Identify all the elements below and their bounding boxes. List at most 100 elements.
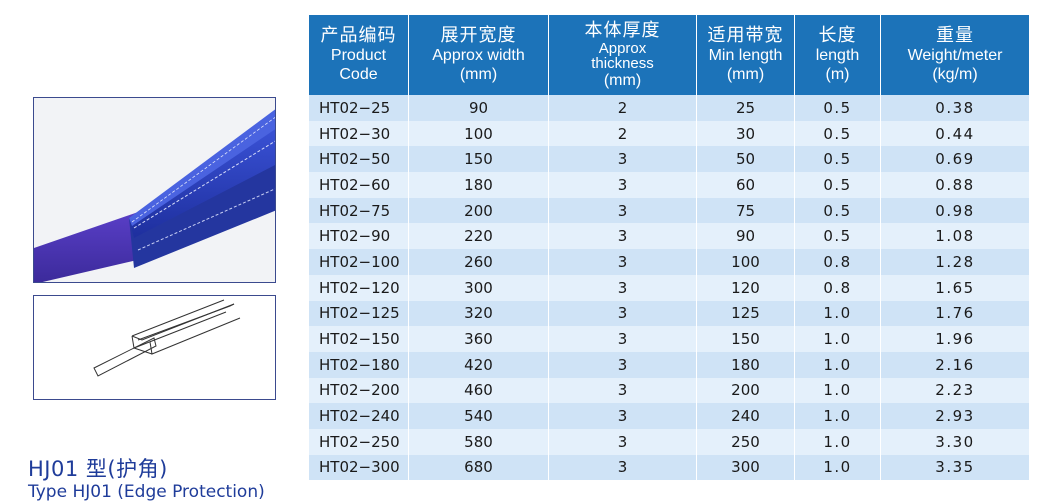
- cell-thickness: 3: [549, 249, 697, 275]
- column-header-code: 产品编码 Product Code: [309, 15, 409, 95]
- cell-thickness: 3: [549, 172, 697, 198]
- cell-min-length: 300: [697, 454, 795, 481]
- cell-width: 360: [409, 326, 549, 352]
- table-row: HT02−100 260 3 100 0.8 1.28: [309, 249, 1029, 275]
- cell-thickness: 3: [549, 146, 697, 173]
- column-header-en: Weight/meter: [907, 47, 1003, 64]
- cell-code: HT02−120: [309, 274, 409, 301]
- cell-min-length: 90: [697, 223, 795, 250]
- cell-weight: 3.30: [881, 428, 1029, 455]
- column-header-en: length: [815, 47, 860, 64]
- table-body: HT02−25 90 2 25 0.5 0.38 HT02−30 100 2 30 0.5 0.44 H…: [309, 95, 1029, 481]
- table-row: HT02−150 360 3 150 1.0 1.96: [309, 326, 1029, 352]
- cell-width: 680: [409, 454, 549, 481]
- edge-protector-photo-icon: [34, 98, 275, 282]
- column-header-thickness: 本体厚度 Approx thickness (mm): [549, 15, 697, 95]
- table-row: HT02−125 320 3 125 1.0 1.76: [309, 300, 1029, 327]
- cell-width: 460: [409, 377, 549, 404]
- product-title: HJ01 型(护角): [28, 457, 168, 481]
- cell-width: 300: [409, 274, 549, 301]
- cell-length: 1.0: [795, 428, 881, 455]
- table-row: HT02−200 460 3 200 1.0 2.23: [309, 377, 1029, 404]
- table-row: HT02−120 300 3 120 0.8 1.65: [309, 274, 1029, 301]
- cell-width: 420: [409, 351, 549, 378]
- cell-length: 1.0: [795, 300, 881, 327]
- cell-length: 1.0: [795, 454, 881, 481]
- cell-min-length: 30: [697, 120, 795, 147]
- cell-length: 0.5: [795, 197, 881, 224]
- cell-width: 100: [409, 120, 549, 147]
- cell-min-length: 100: [697, 249, 795, 275]
- cell-min-length: 200: [697, 377, 795, 404]
- cell-length: 1.0: [795, 326, 881, 352]
- table-row: HT02−250 580 3 250 1.0 3.30: [309, 428, 1029, 455]
- cell-weight: 0.88: [881, 172, 1029, 198]
- cell-length: 0.5: [795, 120, 881, 147]
- column-header-en: Approx width: [432, 47, 525, 64]
- product-subtitle: Type HJ01 (Edge Protection): [28, 482, 265, 502]
- cell-weight: 0.44: [881, 120, 1029, 147]
- product-drawing: [33, 295, 276, 400]
- column-header-length: 长度 length (m): [795, 15, 881, 95]
- cell-thickness: 3: [549, 403, 697, 429]
- column-header-min-length: 适用带宽 Min length (mm): [697, 15, 795, 95]
- cell-weight: 1.76: [881, 300, 1029, 327]
- cell-length: 0.8: [795, 249, 881, 275]
- column-header-weight: 重量 Weight/meter (kg/m): [881, 15, 1029, 95]
- cell-length: 0.5: [795, 95, 881, 121]
- table-row: HT02−240 540 3 240 1.0 2.93: [309, 403, 1029, 429]
- spec-table: 产品编码 Product Code 展开宽度 Approx width (mm)…: [309, 15, 1029, 481]
- product-photo: [33, 97, 276, 283]
- cell-weight: 1.96: [881, 326, 1029, 352]
- column-header-cn: 本体厚度: [584, 19, 661, 41]
- column-header-unit: (m): [825, 66, 850, 83]
- cell-length: 0.5: [795, 172, 881, 198]
- cell-code: HT02−50: [309, 146, 409, 173]
- cell-code: HT02−100: [309, 249, 409, 275]
- column-header-unit: (mm): [726, 66, 765, 83]
- table-row: HT02−60 180 3 60 0.5 0.88: [309, 172, 1029, 198]
- cell-min-length: 60: [697, 172, 795, 198]
- column-header-cn: 产品编码: [320, 25, 397, 46]
- column-header-en: Min length: [708, 47, 783, 64]
- table-row: HT02−90 220 3 90 0.5 1.08: [309, 223, 1029, 250]
- cell-code: HT02−25: [309, 95, 409, 121]
- cell-code: HT02−180: [309, 351, 409, 378]
- cell-width: 150: [409, 146, 549, 173]
- cell-width: 320: [409, 300, 549, 327]
- cell-weight: 1.28: [881, 249, 1029, 275]
- table-row: HT02−50 150 3 50 0.5 0.69: [309, 146, 1029, 173]
- cell-weight: 1.65: [881, 274, 1029, 301]
- cell-width: 90: [409, 95, 549, 121]
- column-header-width: 展开宽度 Approx width (mm): [409, 15, 549, 95]
- cell-thickness: 3: [549, 454, 697, 481]
- cell-code: HT02−240: [309, 403, 409, 429]
- cell-min-length: 250: [697, 428, 795, 455]
- cell-weight: 2.93: [881, 403, 1029, 429]
- table-row: HT02−300 680 3 300 1.0 3.35: [309, 454, 1029, 481]
- cell-weight: 1.08: [881, 223, 1029, 250]
- cell-thickness: 2: [549, 120, 697, 147]
- edge-protector-line-drawing-icon: [93, 299, 241, 377]
- cell-weight: 0.98: [881, 197, 1029, 224]
- cell-length: 1.0: [795, 403, 881, 429]
- cell-length: 0.8: [795, 274, 881, 301]
- cell-min-length: 150: [697, 326, 795, 352]
- cell-code: HT02−75: [309, 197, 409, 224]
- cell-length: 0.5: [795, 146, 881, 173]
- column-header-en: Approx: [598, 39, 647, 57]
- cell-code: HT02−150: [309, 326, 409, 352]
- cell-weight: 3.35: [881, 454, 1029, 481]
- cell-width: 580: [409, 428, 549, 455]
- cell-code: HT02−125: [309, 300, 409, 327]
- cell-min-length: 125: [697, 300, 795, 327]
- cell-length: 1.0: [795, 351, 881, 378]
- column-header-en: Product: [330, 47, 387, 64]
- cell-width: 540: [409, 403, 549, 429]
- cell-code: HT02−90: [309, 223, 409, 250]
- column-header-en2: thickness: [591, 54, 654, 72]
- table-row: HT02−75 200 3 75 0.5 0.98: [309, 197, 1029, 224]
- cell-width: 220: [409, 223, 549, 250]
- cell-width: 200: [409, 197, 549, 224]
- table-row: HT02−25 90 2 25 0.5 0.38: [309, 95, 1029, 121]
